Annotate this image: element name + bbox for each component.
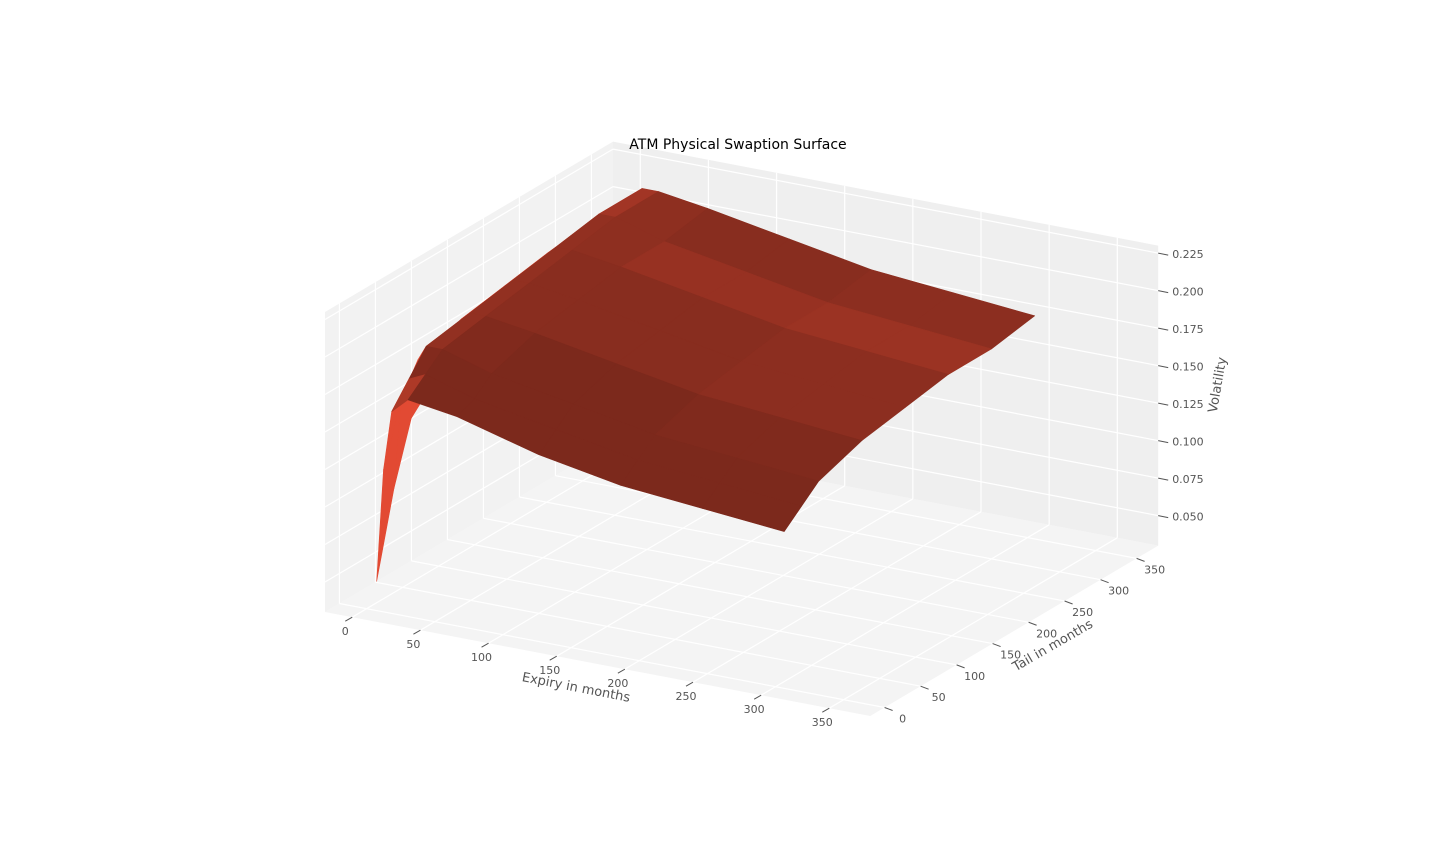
chart-title: ATM Physical Swaption Surface xyxy=(629,137,846,153)
x-tick xyxy=(345,616,353,622)
x-tick xyxy=(822,707,830,713)
z-tick xyxy=(1158,290,1169,294)
x-tick-label: 150 xyxy=(539,664,560,677)
surface-patch xyxy=(702,482,802,532)
x-axis-label: Expiry in months xyxy=(521,670,632,706)
z-tick-label: 0.125 xyxy=(1172,398,1204,411)
grid-line xyxy=(624,498,914,670)
x-tick-label: 50 xyxy=(406,638,420,651)
z-tick-label: 0.100 xyxy=(1172,436,1204,449)
y-tick xyxy=(1064,600,1073,605)
y-tick xyxy=(1100,579,1109,584)
y-tick-label: 350 xyxy=(1144,563,1165,576)
x-tick xyxy=(413,629,421,635)
y-tick xyxy=(956,664,965,669)
y-tick-label: 300 xyxy=(1108,585,1129,598)
y-tick xyxy=(1136,557,1145,562)
grid-line xyxy=(692,511,982,683)
grid-line xyxy=(339,602,885,709)
z-tick xyxy=(1158,252,1169,256)
z-tick xyxy=(1158,515,1169,519)
grid-line xyxy=(351,446,641,618)
y-tick xyxy=(920,685,929,690)
grid-line xyxy=(612,186,1159,292)
y-tick-label: 50 xyxy=(932,691,946,704)
x-tick-label: 200 xyxy=(607,677,628,690)
x-tick-label: 250 xyxy=(676,690,697,703)
z-tick xyxy=(1158,402,1169,406)
z-tick-label: 0.225 xyxy=(1172,248,1204,261)
grid-line xyxy=(555,475,1101,581)
y-tick-label: 200 xyxy=(1036,627,1057,640)
z-tick-label: 0.200 xyxy=(1172,286,1204,299)
grid-line xyxy=(760,524,1050,696)
grid-line xyxy=(519,496,1065,602)
labels: 0 50 100 150 200 250 300 350 0 50 100 150 200 250 300 3… xyxy=(342,248,1204,729)
surface xyxy=(376,188,1036,582)
grid-line xyxy=(829,537,1118,709)
y-tick-label: 0 xyxy=(899,712,906,725)
x-tick-label: 0 xyxy=(342,625,349,638)
x-tick xyxy=(481,642,489,648)
grid-line xyxy=(324,148,614,321)
grid-line xyxy=(556,485,846,657)
y-tick-label: 250 xyxy=(1072,606,1093,619)
y-tick xyxy=(884,707,893,711)
grid-line xyxy=(483,517,1029,623)
z-tick xyxy=(1158,365,1169,369)
z-axis-label: Volatility xyxy=(1206,356,1231,414)
y-tick-label: 100 xyxy=(964,670,985,683)
x-tick xyxy=(753,694,762,700)
z-tick-label: 0.150 xyxy=(1172,361,1204,374)
x-tick-label: 100 xyxy=(471,651,492,664)
x-tick xyxy=(685,681,694,687)
grid-line xyxy=(411,560,957,666)
z-tick xyxy=(1158,327,1169,331)
x-tick xyxy=(549,655,557,661)
y-tick xyxy=(1028,621,1037,626)
grid-line xyxy=(447,538,993,645)
z-tick xyxy=(1158,477,1169,481)
x-tick xyxy=(617,668,626,674)
y-tick xyxy=(992,643,1001,648)
grid-line xyxy=(612,148,1159,254)
z-tick-label: 0.075 xyxy=(1172,473,1204,486)
z-tick-label: 0.175 xyxy=(1172,323,1204,336)
grid-line xyxy=(375,581,921,687)
y-tick-label: 150 xyxy=(1000,649,1021,662)
z-tick-label: 0.050 xyxy=(1172,511,1204,524)
grid-line xyxy=(324,186,614,358)
x-tick-label: 300 xyxy=(744,703,765,716)
x-tick-label: 350 xyxy=(812,716,833,729)
z-tick xyxy=(1158,440,1169,444)
